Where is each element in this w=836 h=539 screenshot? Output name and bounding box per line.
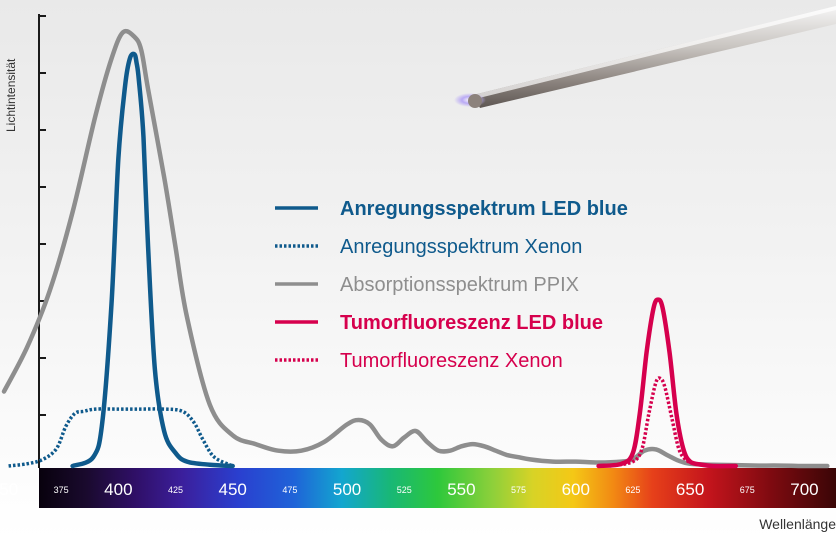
x-tick-label: 600 <box>562 480 590 499</box>
x-tick-label: 700 <box>790 480 818 499</box>
legend-label: Tumorfluoreszenz LED blue <box>340 312 603 334</box>
wavelength-color-bar <box>39 468 836 508</box>
x-tick-label: 350 <box>0 480 18 499</box>
x-tick-label: 550 <box>447 480 475 499</box>
y-axis <box>38 14 46 468</box>
legend-label: Absorptionsspektrum PPIX <box>340 274 579 296</box>
x-tick-label: 650 <box>676 480 704 499</box>
legend-label: Tumorfluoreszenz Xenon <box>340 350 563 372</box>
x-tick-labels: 350 400 450 500 550 600 650 700 375 425 475 525 575 6… <box>0 480 819 499</box>
x-tick-label: 500 <box>333 480 361 499</box>
x-tick-label: 450 <box>219 480 247 499</box>
x-tick-label-minor: 675 <box>740 485 755 495</box>
x-axis-label: Wellenlänge <box>759 516 836 532</box>
y-axis-label: Lichtintensität <box>4 58 18 132</box>
series-anregungsspektrum-xenon <box>8 407 234 468</box>
series-absorptionsspektrum-ppix <box>1 28 830 469</box>
series-anregungsspektrum-led-blue <box>70 51 235 469</box>
probe-illustration <box>454 6 836 108</box>
legend-label: Anregungsspektrum LED blue <box>340 198 628 220</box>
series-tumorfluoreszenz-led-blue <box>596 297 739 469</box>
series-layer <box>1 28 830 469</box>
x-tick-label-minor: 425 <box>168 485 183 495</box>
x-tick-label-minor: 475 <box>282 485 297 495</box>
x-tick-label: 400 <box>104 480 132 499</box>
x-tick-label-minor: 375 <box>54 485 69 495</box>
x-tick-label-minor: 575 <box>511 485 526 495</box>
legend-label: Anregungsspektrum Xenon <box>340 236 582 258</box>
legend: Anregungsspektrum LED blue Anregungsspekt… <box>275 198 628 372</box>
x-tick-label-minor: 625 <box>625 485 640 495</box>
x-tick-label-minor: 525 <box>397 485 412 495</box>
